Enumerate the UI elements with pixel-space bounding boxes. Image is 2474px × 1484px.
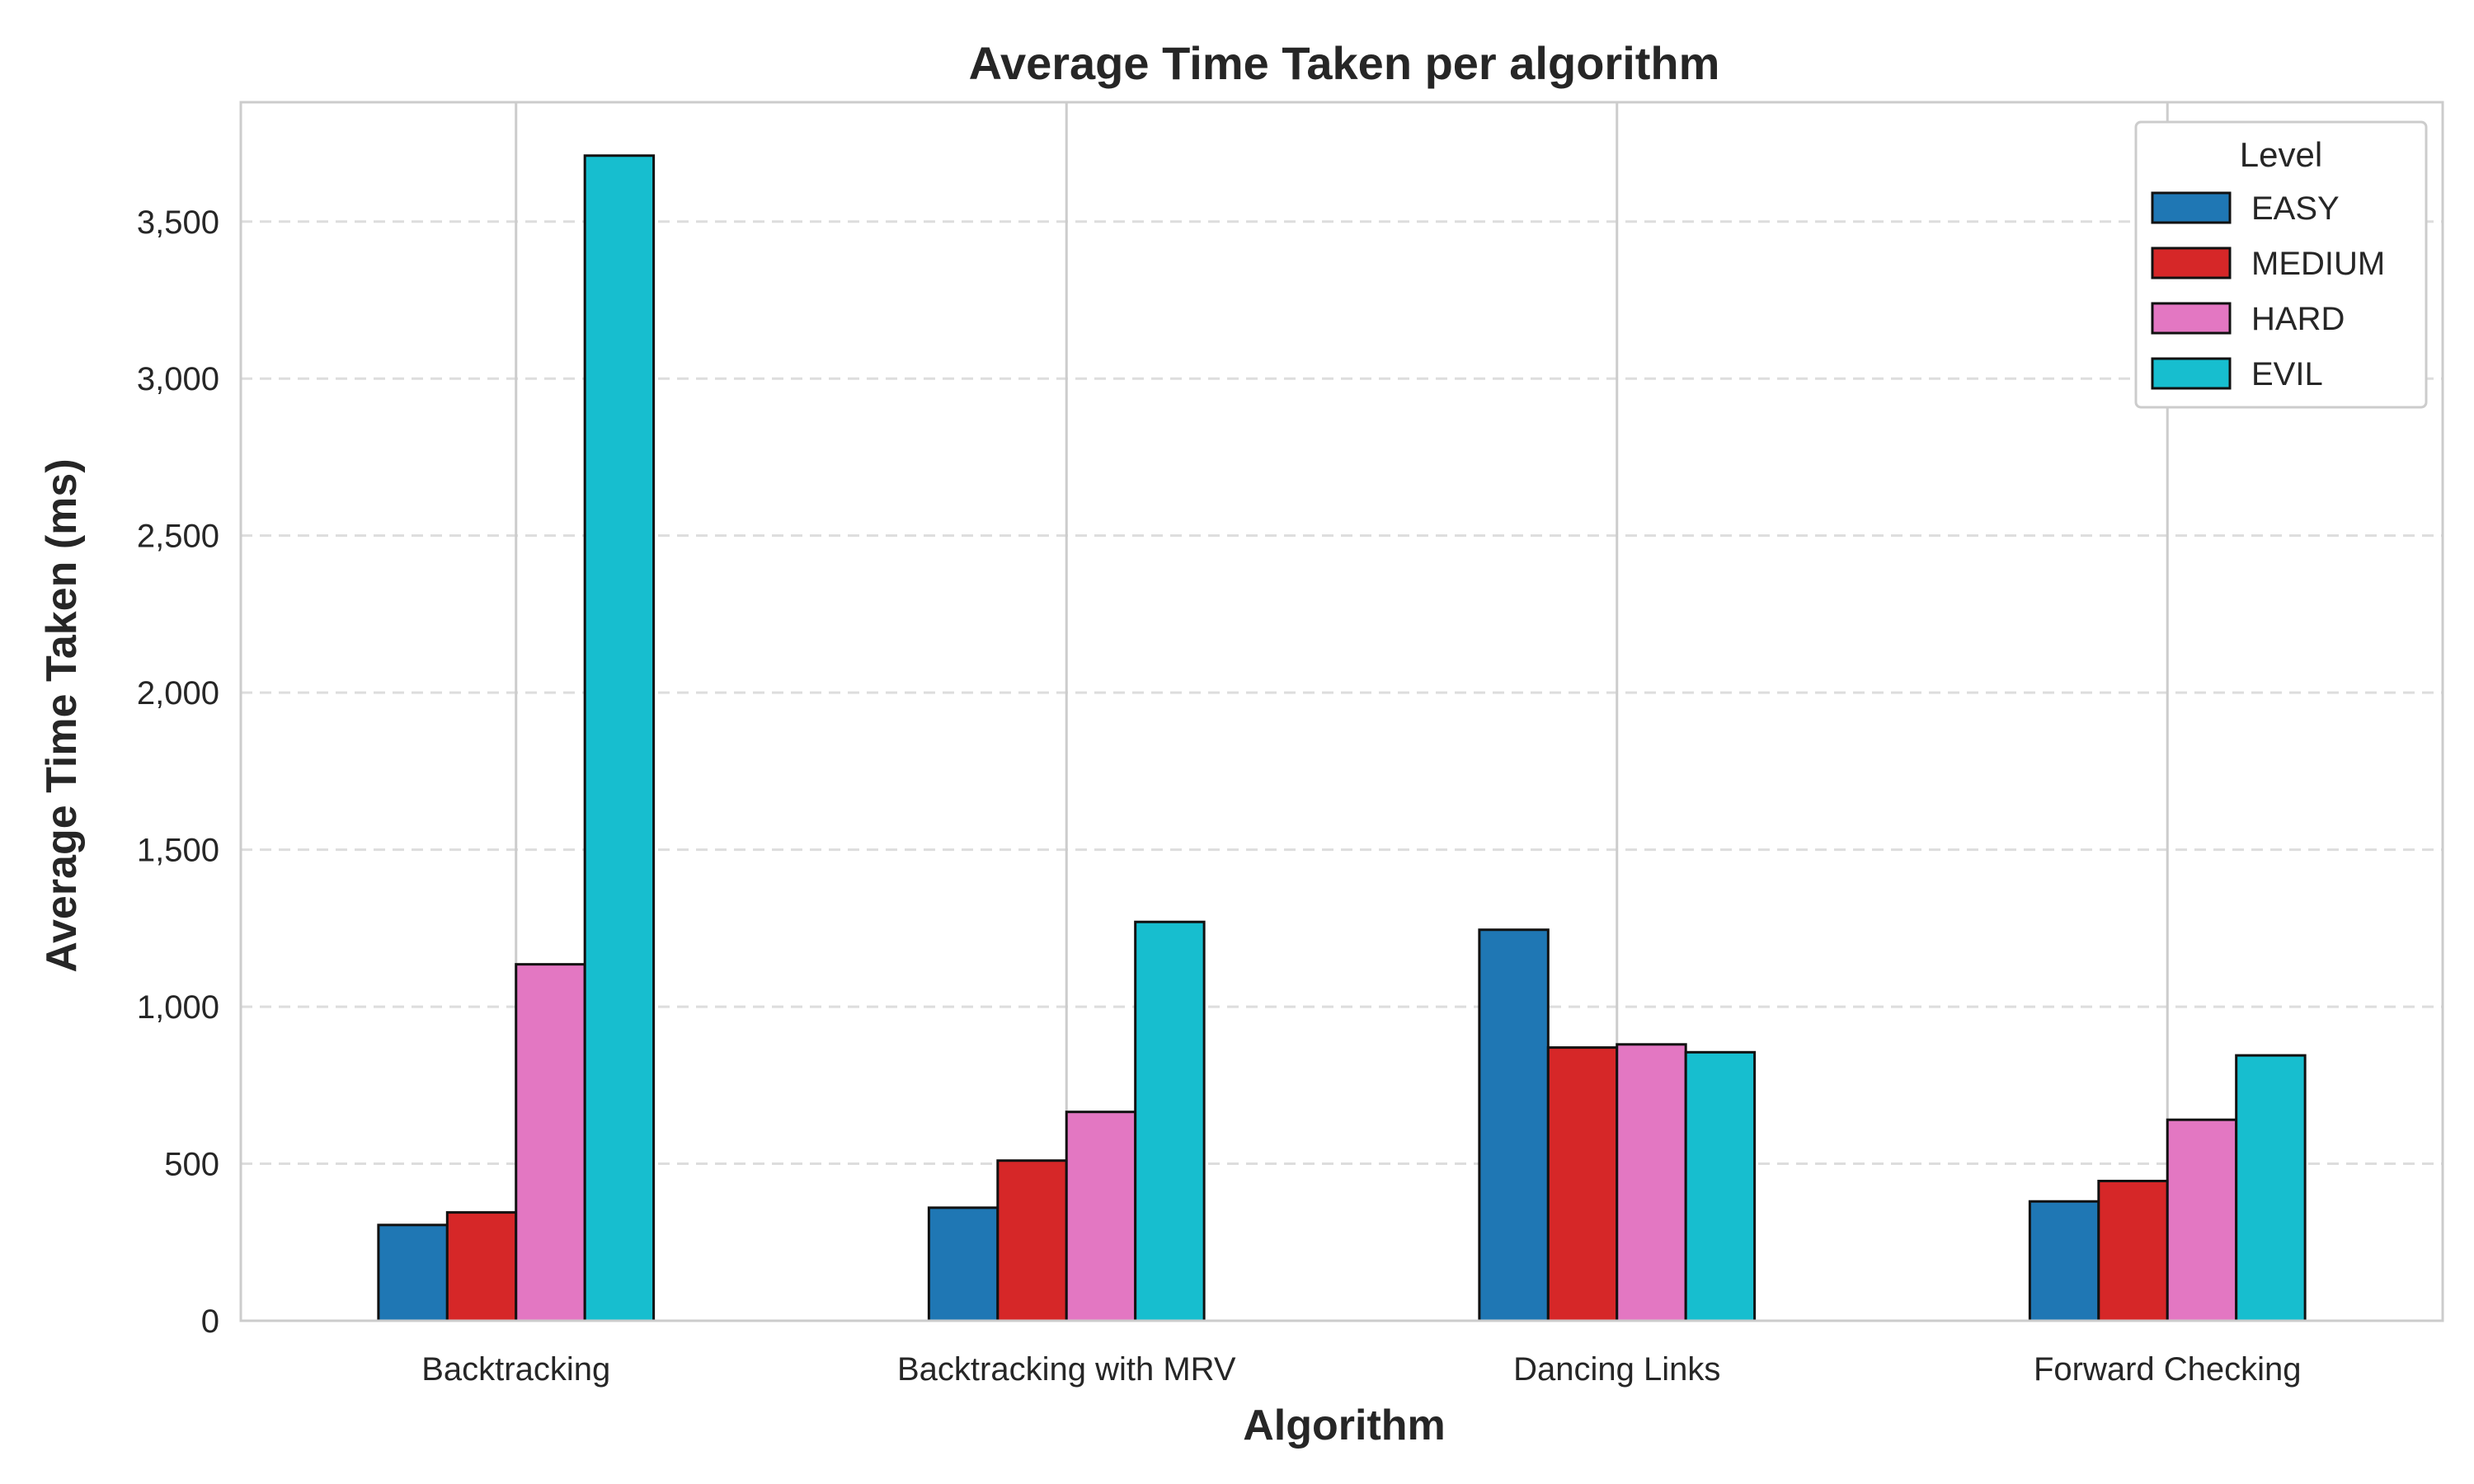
legend-label-easy: EASY xyxy=(2251,190,2340,227)
bar-evil-1 xyxy=(1134,920,1206,1322)
legend-label-hard: HARD xyxy=(2251,301,2345,337)
bars-layer xyxy=(377,154,2307,1322)
bar-hard-0 xyxy=(515,963,586,1322)
bar-hard-1 xyxy=(1065,1111,1137,1322)
y-tick-label: 3,500 xyxy=(137,204,219,241)
bar-evil-0 xyxy=(583,154,656,1322)
bar-evil-2 xyxy=(1684,1050,1757,1322)
x-tick-label: Backtracking with MRV xyxy=(897,1351,1236,1388)
bar-easy-3 xyxy=(2028,1200,2100,1322)
bar-medium-0 xyxy=(445,1211,518,1322)
y-axis-label: Average Time Taken (ms) xyxy=(38,458,86,972)
legend: Level EASY MEDIUM HARD EVIL xyxy=(2134,120,2428,409)
y-tick-label: 1,500 xyxy=(137,833,219,869)
plot-frame xyxy=(239,101,2444,1322)
x-tick-label: Dancing Links xyxy=(1513,1351,1720,1388)
ticks-layer: 0 500 1,000 1,500 2,000 2,500 3,000 3,500 Backtr… xyxy=(137,204,2302,1388)
legend-swatch-evil xyxy=(2151,357,2232,390)
y-tick-label: 2,000 xyxy=(137,675,219,711)
bar-medium-1 xyxy=(996,1159,1068,1322)
x-axis-label: Algorithm xyxy=(1243,1402,1446,1449)
x-tick-label: Backtracking xyxy=(421,1351,610,1388)
y-tick-label: 500 xyxy=(164,1147,219,1183)
bar-easy-1 xyxy=(927,1206,999,1322)
y-tick-label: 3,000 xyxy=(137,361,219,397)
legend-label-medium: MEDIUM xyxy=(2251,246,2385,282)
legend-title: Level xyxy=(2240,135,2322,174)
y-tick-label: 0 xyxy=(201,1303,219,1340)
legend-label-evil: EVIL xyxy=(2251,356,2323,392)
bar-easy-0 xyxy=(377,1223,449,1322)
bar-hard-2 xyxy=(1616,1043,1687,1322)
bar-hard-3 xyxy=(2166,1118,2238,1322)
legend-items: EASY MEDIUM HARD EVIL xyxy=(2151,190,2385,392)
y-tick-label: 2,500 xyxy=(137,519,219,555)
bar-medium-2 xyxy=(1546,1046,1619,1322)
bar-easy-2 xyxy=(1478,928,1550,1322)
bar-evil-3 xyxy=(2235,1054,2307,1322)
legend-swatch-medium xyxy=(2151,247,2232,279)
x-tick-label: Forward Checking xyxy=(2034,1351,2302,1388)
bar-medium-3 xyxy=(2097,1179,2169,1322)
legend-swatch-hard xyxy=(2151,302,2232,335)
legend-swatch-easy xyxy=(2151,191,2232,224)
y-tick-label: 1,000 xyxy=(137,989,219,1026)
chart-title: Average Time Taken per algorithm xyxy=(969,37,1720,89)
